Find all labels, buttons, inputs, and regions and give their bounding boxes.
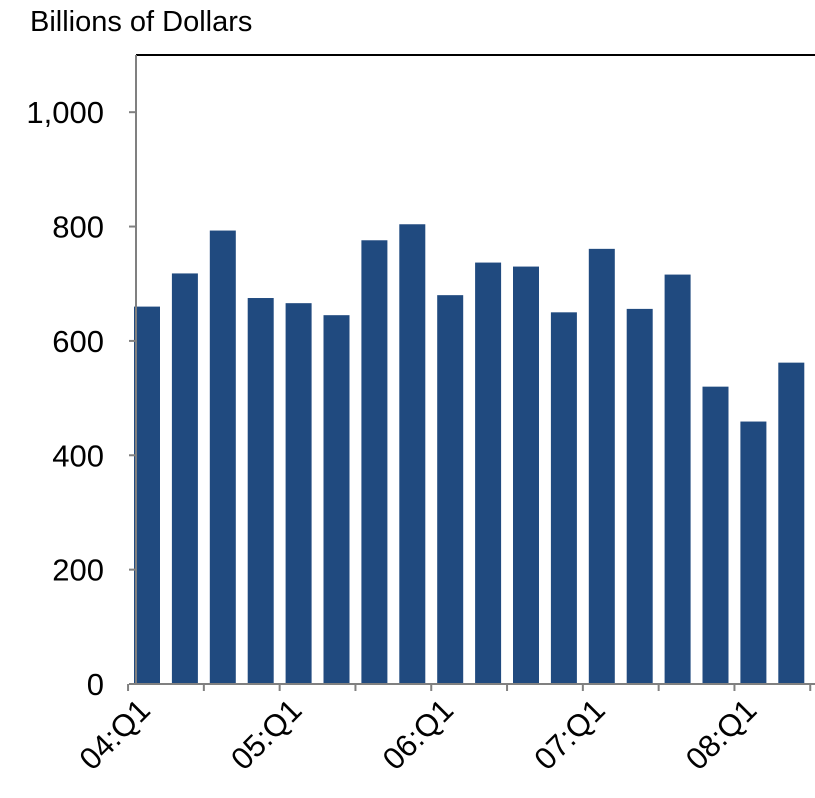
x-tick-label: 05:Q1 xyxy=(224,692,308,776)
bar-06-q4 xyxy=(550,312,577,684)
bar-06-q1 xyxy=(437,295,464,684)
x-tick-label: 04:Q1 xyxy=(72,692,156,776)
bar-04-q4 xyxy=(247,298,274,684)
bar-05-q1 xyxy=(285,303,312,684)
bar-05-q2 xyxy=(323,315,350,684)
bar-08-q1 xyxy=(740,421,767,684)
bar-04-q3 xyxy=(209,230,236,685)
x-tick-labels: 04:Q105:Q106:Q107:Q108:Q109:Q110:Q111:Q1… xyxy=(72,692,763,776)
bars-layer xyxy=(134,224,805,685)
bar-04-q2 xyxy=(171,273,198,684)
axes-layer xyxy=(127,54,815,691)
y-tick-labels: 0 200 400 600 800 1,000 xyxy=(26,95,104,702)
y-tick-label: 0 xyxy=(87,667,104,702)
bar-07-q4 xyxy=(702,386,729,684)
y-tick-label: 600 xyxy=(52,324,104,359)
bar-07-q2 xyxy=(626,308,653,684)
bar-04-q1 xyxy=(134,306,160,684)
y-axis-unit-label: Billions of Dollars xyxy=(30,6,253,38)
y-tick-label: 400 xyxy=(52,438,104,473)
x-tick-label: 06:Q1 xyxy=(376,692,460,776)
bar-05-q4 xyxy=(399,224,426,684)
y-tick-label: 800 xyxy=(52,210,104,245)
x-tick-label: 07:Q1 xyxy=(527,692,611,776)
bar-06-q3 xyxy=(513,266,539,684)
bar-05-q3 xyxy=(361,240,388,684)
bar-08-q2 xyxy=(778,362,805,684)
bar-06-q2 xyxy=(475,262,502,684)
y-tick-label: 1,000 xyxy=(26,95,104,130)
x-tick-label: 08:Q1 xyxy=(679,692,763,776)
y-tick-label: 200 xyxy=(52,553,104,588)
bar-07-q3 xyxy=(664,274,691,684)
bar-07-q1 xyxy=(588,248,615,684)
